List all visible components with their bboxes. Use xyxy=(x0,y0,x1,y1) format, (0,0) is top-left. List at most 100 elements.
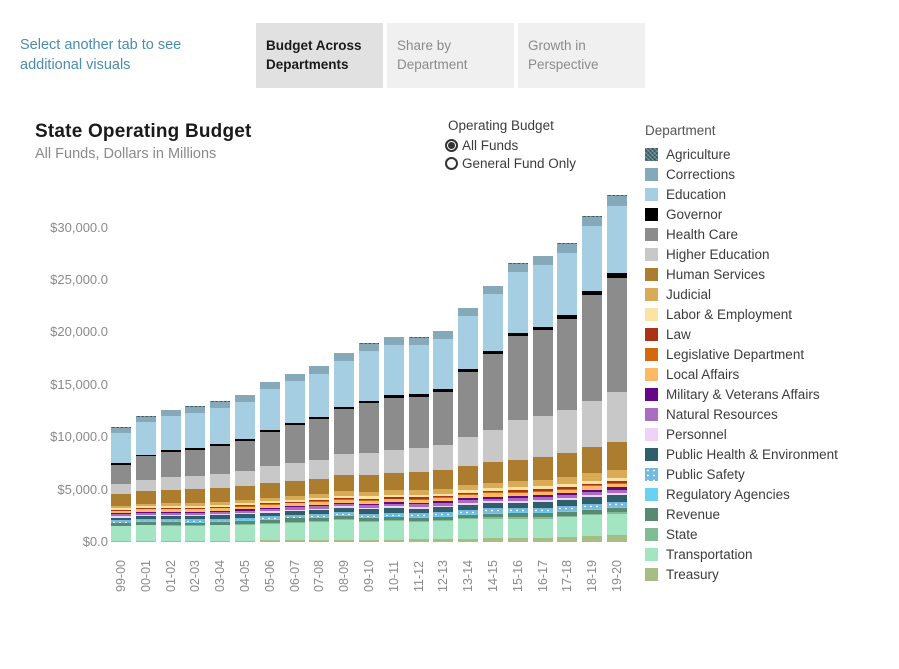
bar-segment-revenue[interactable] xyxy=(458,514,479,519)
bar-segment-treasury[interactable] xyxy=(507,538,528,542)
bar-segment-health-care[interactable] xyxy=(607,277,627,392)
bar-segment-local-affairs[interactable] xyxy=(483,493,503,497)
bar-08-09[interactable] xyxy=(334,352,355,542)
bar-segment-transportation[interactable] xyxy=(582,515,603,536)
bar-segment-local-affairs[interactable] xyxy=(334,499,355,503)
bar-segment-transportation[interactable] xyxy=(359,522,379,540)
bar-segment-governor[interactable] xyxy=(309,416,330,419)
bar-segment-transportation[interactable] xyxy=(160,525,181,541)
bar-segment-regulatory-agencies[interactable] xyxy=(458,513,479,515)
legend-item-local-affairs[interactable]: Local Affairs xyxy=(645,364,895,384)
bar-segment-education[interactable] xyxy=(557,252,578,315)
bar-segment-corrections[interactable] xyxy=(458,308,479,316)
legend-item-public-health-environment[interactable]: Public Health & Environment xyxy=(645,444,895,464)
bar-segment-military-veterans-affairs[interactable] xyxy=(284,506,305,508)
bar-segment-health-care[interactable] xyxy=(309,418,330,460)
legend-item-revenue[interactable]: Revenue xyxy=(645,504,895,524)
bar-segment-corrections[interactable] xyxy=(359,343,379,352)
bar-segment-local-affairs[interactable] xyxy=(607,483,627,488)
bar-segment-treasury[interactable] xyxy=(483,538,503,542)
bar-segment-regulatory-agencies[interactable] xyxy=(507,512,528,514)
bar-segment-public-health-environment[interactable] xyxy=(160,515,181,520)
bar-segment-treasury[interactable] xyxy=(458,538,479,542)
bar-segment-transportation[interactable] xyxy=(433,521,454,540)
bar-segment-law[interactable] xyxy=(309,500,330,502)
bar-segment-state[interactable] xyxy=(309,521,330,522)
bar-segment-education[interactable] xyxy=(185,412,206,448)
bar-segment-public-safety[interactable] xyxy=(185,519,206,522)
bar-segment-legislative-department[interactable] xyxy=(507,491,528,493)
bar-segment-higher-education[interactable] xyxy=(532,416,553,458)
bar-segment-personnel[interactable] xyxy=(607,493,627,496)
bar-segment-corrections[interactable] xyxy=(582,216,603,226)
bar-segment-public-health-environment[interactable] xyxy=(607,495,627,502)
bar-segment-health-care[interactable] xyxy=(532,330,553,417)
bar-segment-agriculture[interactable] xyxy=(507,263,528,264)
bar-segment-regulatory-agencies[interactable] xyxy=(483,512,503,514)
bar-segment-public-safety[interactable] xyxy=(210,518,231,522)
bar-segment-revenue[interactable] xyxy=(607,507,627,513)
bar-segment-education[interactable] xyxy=(235,401,255,440)
bar-segment-legislative-department[interactable] xyxy=(284,502,305,504)
bar-segment-judicial[interactable] xyxy=(210,501,231,505)
bar-segment-natural-resources[interactable] xyxy=(408,504,429,507)
bar-segment-human-services[interactable] xyxy=(111,493,131,506)
bar-segment-human-services[interactable] xyxy=(557,452,578,477)
bar-segment-personnel[interactable] xyxy=(483,501,503,504)
bar-segment-human-services[interactable] xyxy=(359,475,379,493)
bar-segment-military-veterans-affairs[interactable] xyxy=(582,489,603,493)
bar-segment-personnel[interactable] xyxy=(135,514,156,516)
bar-segment-human-services[interactable] xyxy=(408,472,429,491)
bar-segment-local-affairs[interactable] xyxy=(259,505,280,508)
bar-segment-health-care[interactable] xyxy=(185,449,206,477)
bar-segment-education[interactable] xyxy=(607,205,627,274)
bar-segment-state[interactable] xyxy=(135,524,156,526)
legend-item-agriculture[interactable]: Agriculture xyxy=(645,144,895,164)
legend-item-higher-education[interactable]: Higher Education xyxy=(645,244,895,264)
bar-segment-public-safety[interactable] xyxy=(160,519,181,522)
bar-segment-human-services[interactable] xyxy=(259,483,280,498)
bar-segment-transportation[interactable] xyxy=(507,518,528,539)
bar-segment-treasury[interactable] xyxy=(111,540,131,542)
bar-19-20[interactable] xyxy=(607,195,627,542)
bar-segment-treasury[interactable] xyxy=(259,540,280,542)
bar-segment-natural-resources[interactable] xyxy=(532,497,553,501)
bar-segment-health-care[interactable] xyxy=(284,425,305,463)
bar-segment-education[interactable] xyxy=(259,389,280,430)
bar-segment-state[interactable] xyxy=(532,517,553,519)
bar-segment-public-health-environment[interactable] xyxy=(408,508,429,514)
bar-segment-local-affairs[interactable] xyxy=(284,503,305,506)
bar-segment-natural-resources[interactable] xyxy=(582,492,603,496)
bar-segment-personnel[interactable] xyxy=(582,495,603,498)
bar-segment-local-affairs[interactable] xyxy=(359,500,379,504)
bar-segment-natural-resources[interactable] xyxy=(235,510,255,513)
bar-segment-higher-education[interactable] xyxy=(483,429,503,463)
bar-segment-military-veterans-affairs[interactable] xyxy=(135,511,156,513)
bar-segment-public-health-environment[interactable] xyxy=(383,508,404,513)
bar-segment-local-affairs[interactable] xyxy=(433,498,454,502)
bar-segment-governor[interactable] xyxy=(507,332,528,337)
bar-segment-law[interactable] xyxy=(160,507,181,509)
legend-item-public-safety[interactable]: Public Safety xyxy=(645,464,895,484)
bar-segment-transportation[interactable] xyxy=(532,518,553,538)
bar-segment-higher-education[interactable] xyxy=(309,459,330,479)
bar-segment-revenue[interactable] xyxy=(309,517,330,522)
bar-segment-transportation[interactable] xyxy=(334,520,355,541)
bar-segment-law[interactable] xyxy=(259,503,280,505)
bar-segment-regulatory-agencies[interactable] xyxy=(582,508,603,510)
bar-segment-labor-employment[interactable] xyxy=(557,484,578,487)
bar-segment-governor[interactable] xyxy=(111,463,131,465)
bar-05-06[interactable] xyxy=(259,381,280,542)
bar-segment-treasury[interactable] xyxy=(433,539,454,542)
bar-segment-governor[interactable] xyxy=(284,422,305,426)
bar-segment-education[interactable] xyxy=(160,415,181,450)
bar-segment-education[interactable] xyxy=(309,373,330,417)
bar-segment-education[interactable] xyxy=(135,422,156,455)
bar-segment-state[interactable] xyxy=(235,524,255,525)
bar-segment-judicial[interactable] xyxy=(235,500,255,504)
bar-segment-labor-employment[interactable] xyxy=(309,498,330,501)
legend-item-health-care[interactable]: Health Care xyxy=(645,224,895,244)
legend-item-regulatory-agencies[interactable]: Regulatory Agencies xyxy=(645,484,895,504)
bar-segment-revenue[interactable] xyxy=(557,511,578,516)
bar-segment-law[interactable] xyxy=(532,489,553,491)
